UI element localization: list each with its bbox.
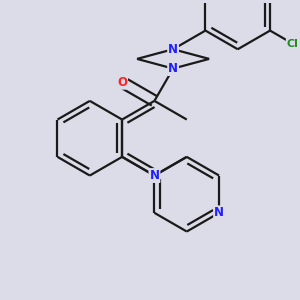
Text: N: N [214,206,224,219]
Text: N: N [149,169,159,182]
Text: O: O [117,76,127,89]
Text: N: N [168,43,178,56]
Text: Cl: Cl [287,39,298,49]
Text: N: N [168,62,178,75]
